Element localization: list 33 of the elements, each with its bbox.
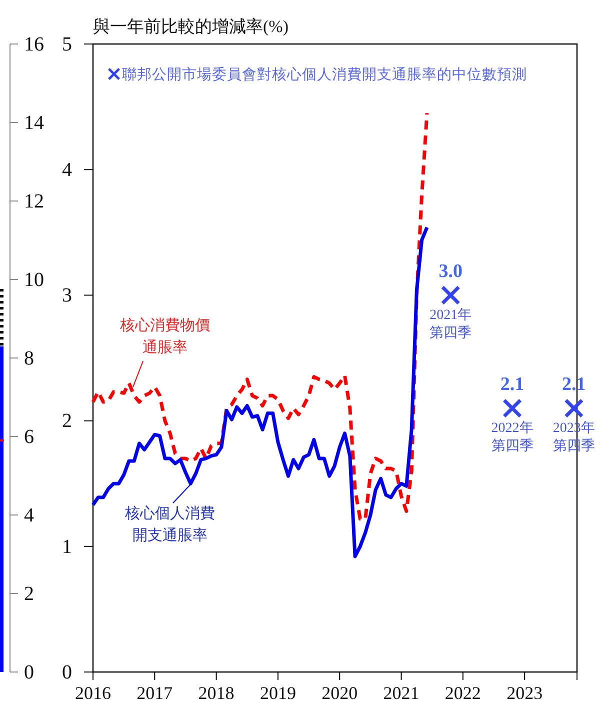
y-tick-label: 4 [24, 504, 34, 526]
y-tick-label: 2 [62, 410, 72, 432]
x-tick-label: 2023 [506, 682, 543, 703]
data-label: 2.1 [500, 374, 524, 396]
y-tick-label: 3 [62, 284, 72, 307]
x-tick-label: 2021 [383, 682, 420, 703]
x-tick-label: 2020 [322, 682, 358, 703]
y-tick-label: 5 [62, 33, 72, 56]
y-tick-label: 14 [24, 112, 44, 134]
data-label: 3.0 [438, 261, 462, 282]
y-tick-label: 10 [24, 268, 44, 291]
x-tick-label: 2019 [260, 682, 296, 703]
line-series [91, 111, 429, 521]
annotation: 2022年第四季 [491, 420, 534, 454]
chart-title: 與一年前比較的增減率(%) [93, 17, 288, 36]
y-tick-label: 16 [24, 33, 44, 56]
annotation: 2021年第四季 [430, 307, 472, 342]
y-tick-label: 1 [62, 536, 72, 558]
x-tick-label: 2016 [75, 682, 111, 703]
y-tick-label: 0 [24, 661, 34, 684]
y-tick-label: 4 [62, 159, 72, 181]
legend-label: 聯邦公開市場委員會對核心個人消費開支通脹率的中位數預測 [122, 66, 527, 83]
series-label: 核心消費物價通脹率 [119, 317, 210, 356]
y-tick-label: 12 [24, 190, 44, 212]
series-label: 核心個人消費開支通脹率 [124, 505, 215, 544]
x-tick-label: 2017 [136, 682, 173, 703]
line-series [91, 226, 429, 558]
x-tick-label: 2022 [444, 682, 481, 703]
y-tick-label: 2 [24, 582, 34, 605]
x-tick-label: 2018 [198, 682, 234, 703]
y-tick-label: 6 [24, 426, 34, 448]
y-tick-label: 0 [62, 661, 72, 684]
y-tick-label: 8 [24, 347, 34, 370]
